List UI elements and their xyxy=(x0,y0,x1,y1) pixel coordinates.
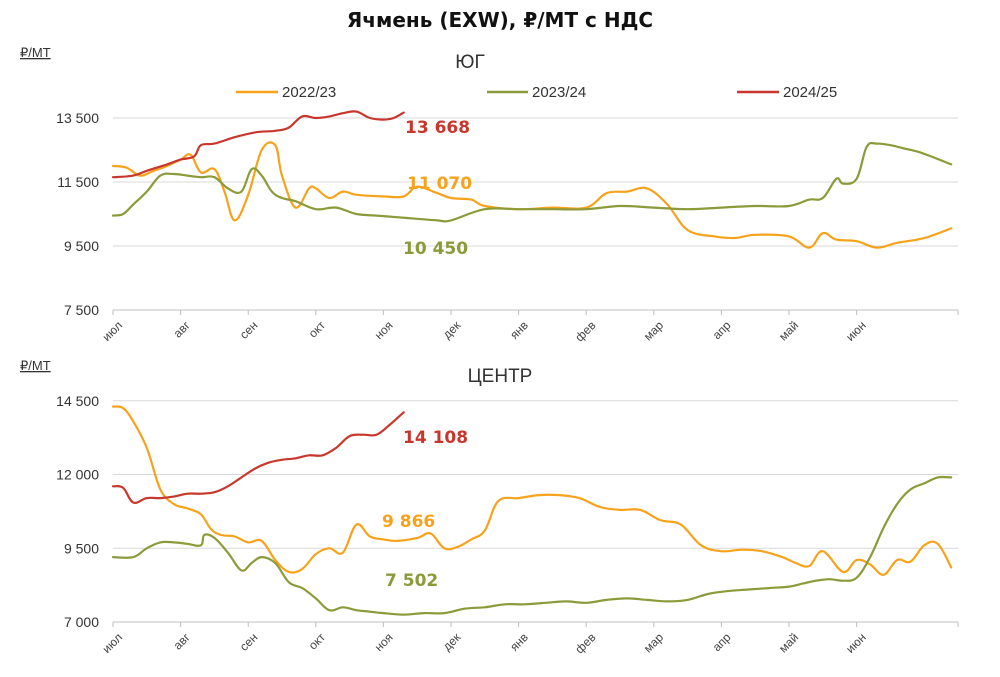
x-tick-label: май xyxy=(776,318,801,343)
data-label-2024-25: 14 108 xyxy=(403,428,468,448)
x-tick-label: янв xyxy=(507,318,531,342)
x-tick-label: ноя xyxy=(372,630,396,654)
x-tick-label: окт xyxy=(306,318,329,341)
x-tick-label: июн xyxy=(843,630,869,656)
x-tick-label: янв xyxy=(507,630,531,654)
x-tick-label: фев xyxy=(572,630,598,656)
data-label-2024-25: 13 668 xyxy=(405,118,470,138)
panel-south-plot: 7 500 9 500 11 500 13 500 июл авг сен окт ноя дек… xyxy=(56,110,959,344)
x-tick-label: апр xyxy=(710,318,734,342)
y-tick-label: 13 500 xyxy=(56,110,99,126)
y-tick-label: 9 500 xyxy=(64,238,99,254)
data-label-2022-23: 9 866 xyxy=(382,512,435,532)
panel-center-subtitle: ЦЕНТР xyxy=(468,366,533,387)
x-tick-label: авг xyxy=(171,630,194,653)
x-tick-label: июл xyxy=(99,318,125,344)
legend-label-2023-24: 2023/24 xyxy=(532,84,586,101)
x-tick-label: авг xyxy=(171,318,194,341)
legend-label-2022-23: 2022/23 xyxy=(282,84,336,101)
panel-center-plot: 7 000 9 500 12 000 14 500 июл авг сен окт ноя дек… xyxy=(56,393,959,656)
series-line-2024-25 xyxy=(111,411,405,504)
y-tick-label: 7 000 xyxy=(64,614,99,630)
legend: 2022/23 2023/24 2024/25 xyxy=(236,84,837,101)
x-tick-label: апр xyxy=(710,630,734,654)
x-tick-label: июл xyxy=(99,630,125,656)
x-tick-label: мар xyxy=(641,630,666,655)
y-tick-label: 14 500 xyxy=(56,393,99,409)
series-line-2022-23 xyxy=(111,141,953,249)
series-line-2023-24 xyxy=(111,141,953,223)
panel-center-unit: ₽/МТ xyxy=(20,358,51,373)
x-tick-label: май xyxy=(776,630,801,655)
data-label-2022-23: 11 070 xyxy=(407,174,472,194)
y-tick-label: 12 000 xyxy=(56,467,99,483)
x-tick-label: дек xyxy=(440,630,464,654)
x-tick-label: окт xyxy=(306,630,329,653)
series-line-2022-23 xyxy=(111,405,953,576)
series-line-2024-25 xyxy=(111,110,405,179)
x-tick-label: мар xyxy=(641,318,666,343)
x-tick-label: фев xyxy=(572,318,598,344)
data-label-2023-24: 7 502 xyxy=(385,571,438,591)
y-tick-label: 11 500 xyxy=(57,174,99,190)
panel-south-unit: ₽/МТ xyxy=(20,45,51,60)
y-tick-label: 9 500 xyxy=(64,540,99,556)
panel-south-subtitle: ЮГ xyxy=(455,52,484,73)
x-tick-label: сен xyxy=(237,630,261,654)
legend-label-2024-25: 2024/25 xyxy=(783,84,837,101)
x-tick-label: ноя xyxy=(372,318,396,342)
x-tick-label: сен xyxy=(237,318,261,342)
chart-title: Ячмень (EXW), ₽/МТ с НДС xyxy=(347,8,653,32)
x-tick-label: июн xyxy=(843,318,869,344)
x-tick-label: дек xyxy=(440,318,464,342)
data-label-2023-24: 10 450 xyxy=(403,239,468,259)
series-line-2023-24 xyxy=(111,475,953,616)
y-tick-label: 7 500 xyxy=(64,302,99,318)
